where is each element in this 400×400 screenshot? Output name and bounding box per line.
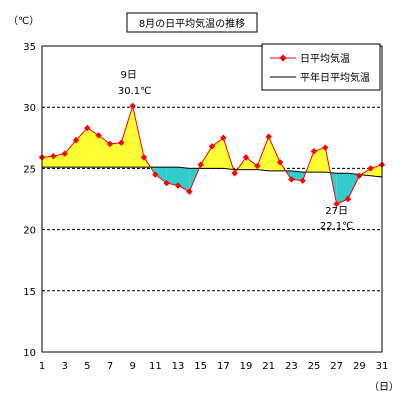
data-point-day-3 xyxy=(61,150,68,157)
data-point-day-24 xyxy=(299,177,306,184)
annotation-max-day: 9日 xyxy=(120,70,136,81)
x-tick-label: 29 xyxy=(353,361,366,372)
x-tick-label: 3 xyxy=(61,361,67,372)
y-tick-label: 30 xyxy=(23,103,36,114)
series-markers xyxy=(38,102,386,208)
data-point-day-13 xyxy=(174,182,182,189)
below-normal-fill xyxy=(336,173,348,204)
y-axis-unit: （℃） xyxy=(8,15,39,27)
data-point-day-29 xyxy=(356,172,363,179)
legend-label-normal: 平年日平均気温 xyxy=(300,71,370,84)
x-tick-label: 7 xyxy=(107,361,113,372)
data-point-day-6 xyxy=(95,132,102,139)
annotations: 9日 30.1℃ 27日 22.1℃ xyxy=(118,70,353,232)
data-point-day-15 xyxy=(197,161,204,168)
above-normal-fill xyxy=(314,147,326,173)
legend-swatch-daily-marker xyxy=(279,54,287,62)
x-tick-label: 23 xyxy=(285,361,298,372)
y-tick-label: 15 xyxy=(23,287,36,298)
y-tick-label: 35 xyxy=(23,42,36,53)
chart-title-box xyxy=(126,12,258,33)
data-point-day-27 xyxy=(333,200,340,208)
legend-box xyxy=(261,43,381,91)
data-point-day-7 xyxy=(106,140,114,148)
above-normal-fill xyxy=(110,142,122,168)
x-tick-label: 21 xyxy=(262,361,275,372)
data-point-day-18 xyxy=(231,170,238,177)
data-point-day-23 xyxy=(288,176,295,183)
data-point-day-20 xyxy=(254,162,261,170)
plot-area-border xyxy=(41,45,383,353)
x-tick-label: 27 xyxy=(330,361,343,372)
plot-frame xyxy=(41,45,383,353)
below-normal-fill xyxy=(155,167,167,184)
data-point-day-9 xyxy=(129,102,136,110)
annotation-min-value: 22.1℃ xyxy=(320,221,354,232)
data-point-day-8 xyxy=(118,139,125,146)
above-normal-fill xyxy=(132,105,144,168)
data-point-day-19 xyxy=(242,154,250,161)
above-normal-fill xyxy=(53,153,65,168)
x-tick-label: 31 xyxy=(376,361,389,372)
x-tick-label: 25 xyxy=(308,361,321,372)
above-normal-fill xyxy=(246,157,258,170)
x-tick-label: 13 xyxy=(172,361,185,372)
above-normal-fill xyxy=(42,156,54,168)
x-tick-label: 15 xyxy=(194,361,207,372)
data-point-day-4 xyxy=(72,137,80,144)
legend: 日平均気温 平年日平均気温 xyxy=(261,43,381,91)
above-normal-fill xyxy=(64,140,76,168)
x-tick-label: 17 xyxy=(217,361,230,372)
data-point-day-30 xyxy=(367,165,374,172)
x-tick-label: 11 xyxy=(149,361,162,372)
y-tick-labels: 10 15 20 25 30 35 xyxy=(23,42,36,359)
x-axis-unit: （日） xyxy=(369,381,399,393)
data-point-day-11 xyxy=(152,171,159,178)
data-point-day-12 xyxy=(163,179,170,187)
x-tick-labels: 1 3 5 7 9 11 13 15 17 19 21 23 25 27 29 31 xyxy=(39,361,389,372)
above-normal-fill xyxy=(121,105,133,168)
chart-title: 8月の日平均気温の推移 xyxy=(139,17,245,30)
x-tick-label: 9 xyxy=(129,361,135,372)
data-point-day-26 xyxy=(322,144,329,151)
x-tick-label: 5 xyxy=(84,361,90,372)
data-point-day-10 xyxy=(140,154,148,161)
data-point-day-21 xyxy=(265,133,272,140)
data-point-day-22 xyxy=(276,159,284,166)
normal-temperature-line xyxy=(42,166,383,178)
annotation-max-value: 30.1℃ xyxy=(118,86,152,97)
y-tick-label: 25 xyxy=(23,164,36,175)
below-normal-fill xyxy=(291,170,303,181)
data-point-day-25 xyxy=(310,148,318,155)
data-point-day-5 xyxy=(84,124,91,132)
data-point-day-14 xyxy=(186,188,193,195)
data-point-day-17 xyxy=(220,134,227,141)
x-tick-label: 19 xyxy=(240,361,253,372)
y-tick-label: 20 xyxy=(23,226,36,237)
annotation-min-day: 27日 xyxy=(325,206,348,217)
x-tick-label: 1 xyxy=(39,361,45,372)
legend-label-daily: 日平均気温 xyxy=(300,52,350,65)
y-tick-label: 10 xyxy=(23,348,36,359)
above-normal-fill xyxy=(87,128,99,168)
data-point-day-16 xyxy=(208,143,216,150)
data-point-day-28 xyxy=(344,195,352,203)
above-normal-fill xyxy=(212,137,224,169)
above-normal-fill xyxy=(98,135,110,168)
below-normal-fill xyxy=(166,167,178,186)
data-point-day-2 xyxy=(50,152,57,160)
